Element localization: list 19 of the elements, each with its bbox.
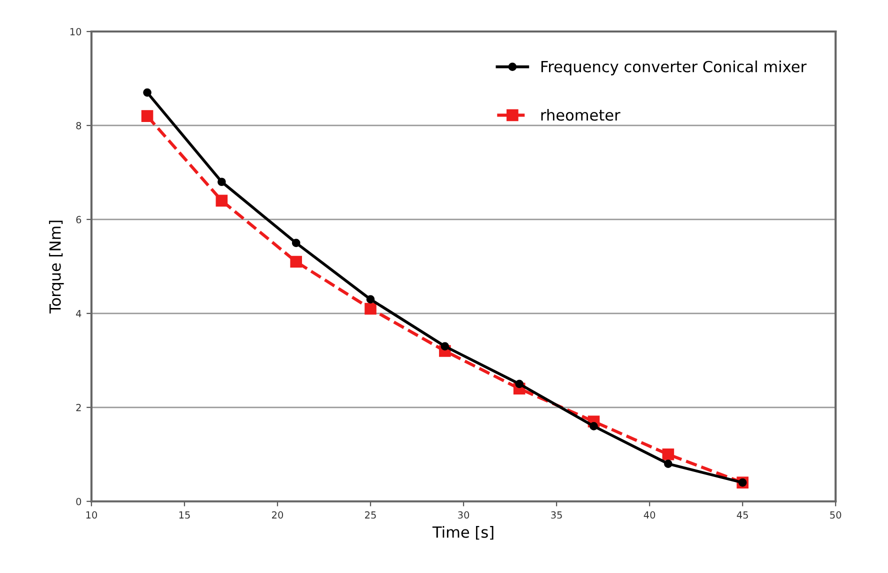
x-tick-label: 30 bbox=[458, 511, 470, 519]
y-axis-title: Torque [Nm] bbox=[49, 220, 64, 314]
y-tick-label: 10 bbox=[70, 28, 82, 36]
y-tick-label: 6 bbox=[76, 216, 82, 224]
x-axis-title: Time [s] bbox=[432, 526, 494, 540]
y-tick-label: 4 bbox=[76, 310, 82, 318]
legend-label: rheometer bbox=[541, 108, 620, 121]
x-tick-label: 50 bbox=[830, 511, 842, 519]
x-tick-label: 20 bbox=[272, 511, 284, 519]
y-tick-label: 2 bbox=[76, 404, 81, 412]
x-tick-label: 10 bbox=[86, 511, 98, 519]
x-tick-label: 35 bbox=[551, 511, 562, 519]
y-tick-label: 0 bbox=[76, 498, 82, 506]
x-tick-label: 45 bbox=[736, 511, 748, 519]
x-tick-label: 40 bbox=[644, 511, 656, 519]
x-tick-label: 25 bbox=[365, 511, 376, 519]
y-tick-label: 8 bbox=[76, 122, 82, 130]
legend-label: Frequency converter Conical mixer bbox=[541, 60, 807, 76]
x-tick-label: 15 bbox=[179, 511, 190, 519]
